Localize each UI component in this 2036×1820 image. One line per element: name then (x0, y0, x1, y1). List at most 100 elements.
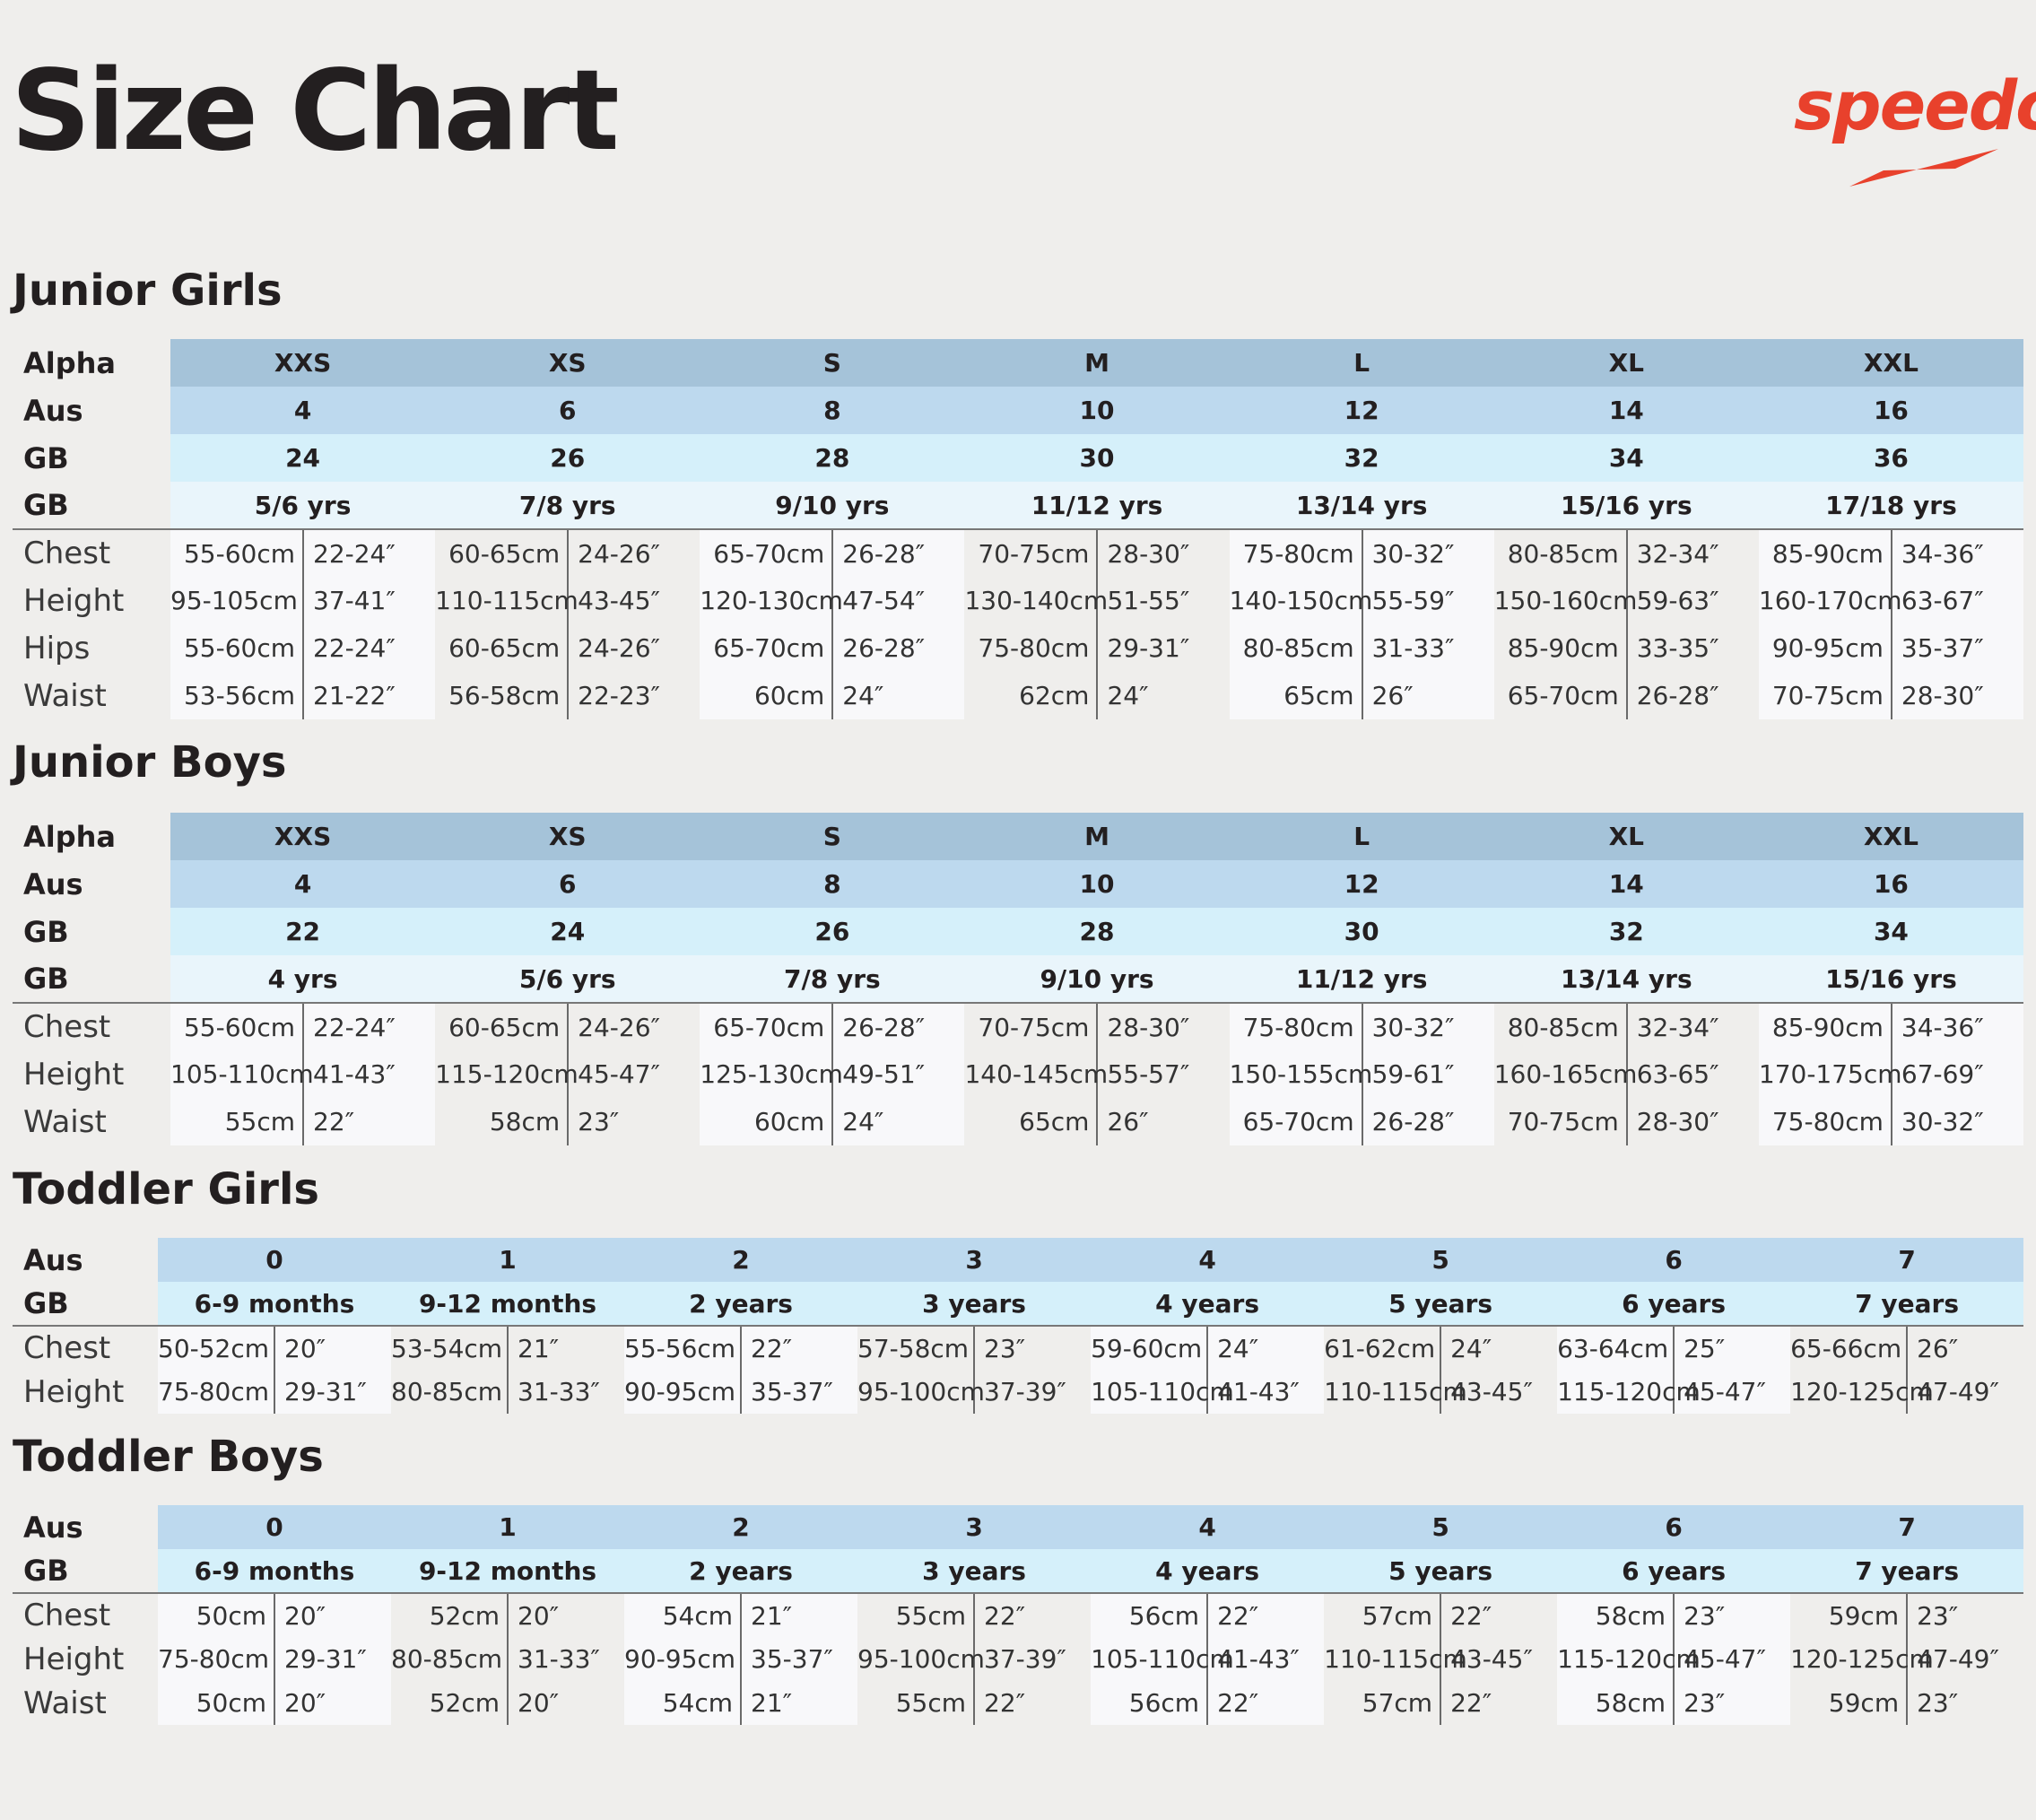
cm-value: 65-70cm (700, 529, 834, 577)
cm-value: 54cm (624, 1593, 743, 1637)
cm-value: 65-70cm (700, 624, 834, 672)
size-header-cell: XL (1493, 813, 1759, 860)
inch-value: 22″ (1207, 1593, 1325, 1637)
cm-value: 50cm (158, 1681, 275, 1725)
size-header-cell: 11/12 yrs (1229, 955, 1494, 1004)
cm-value: 55-60cm (170, 1003, 304, 1050)
size-header-cell: 10 (964, 860, 1230, 908)
measure-label: Chest (13, 1326, 158, 1370)
measure-row-height: Height 95-105cm 37-41″ 110-115cm 43-45″ 120-1… (13, 577, 2024, 624)
inch-value: 63-67″ (1891, 577, 2024, 624)
cm-value: 52cm (391, 1593, 509, 1637)
cm-value: 59-60cm (1091, 1326, 1209, 1370)
size-header-cell: 6-9 months (158, 1282, 392, 1327)
inch-value: 20″ (508, 1681, 625, 1725)
inch-value: 26-28″ (1626, 672, 1759, 719)
header-row-gb: GB 24 26 28 30 32 34 36 (13, 434, 2024, 482)
cm-value: 160-165cm (1493, 1050, 1637, 1098)
header-row-alpha: Alpha XXS XS S M L XL XXL (13, 339, 2024, 387)
measure-row-hips: Hips 55-60cm 22-24″ 60-65cm 24-26″ 65-70cm 26-… (13, 624, 2024, 672)
size-header-cell: 26 (700, 908, 965, 955)
size-header-cell: L (1229, 339, 1494, 387)
size-header-cell: XXS (170, 813, 436, 860)
cm-value: 70-75cm (1758, 672, 1892, 719)
cm-value: 57-58cm (857, 1326, 976, 1370)
inch-value: 22″ (741, 1326, 858, 1370)
row-label: GB (13, 482, 170, 530)
size-header-cell: XXL (1758, 813, 2024, 860)
cm-value: 170-175cm (1758, 1050, 1902, 1098)
size-header-cell: 7 (1790, 1238, 2024, 1282)
size-header-cell: 16 (1758, 387, 2024, 434)
cm-value: 75-80cm (1229, 529, 1363, 577)
size-header-cell: XS (435, 813, 700, 860)
cm-value: 95-100cm (857, 1370, 985, 1414)
section-title-toddler-girls: Toddler Girls (13, 1164, 319, 1215)
inch-value: 24″ (832, 672, 965, 719)
size-header-cell: 5/6 yrs (170, 482, 436, 530)
cm-value: 56-58cm (435, 672, 570, 719)
size-header-cell: 14 (1493, 860, 1759, 908)
header-row-aus: Aus 0 1 2 3 4 5 6 7 (13, 1505, 2024, 1549)
header-row-gb: GB 6-9 months 9-12 months 2 years 3 years 4 y… (13, 1549, 2024, 1594)
size-header-cell: 8 (700, 387, 965, 434)
inch-value: 22″ (1440, 1593, 1558, 1637)
cm-value: 58cm (1557, 1681, 1675, 1725)
cm-value: 90-95cm (624, 1637, 743, 1681)
size-header-cell: S (700, 339, 965, 387)
size-header-cell: 28 (964, 908, 1230, 955)
measure-label: Waist (13, 1681, 158, 1725)
row-label: GB (13, 1282, 158, 1327)
cm-value: 160-170cm (1758, 577, 1902, 624)
inch-value: 43-45″ (1440, 1637, 1558, 1681)
inch-value: 23″ (1674, 1681, 1791, 1725)
size-header-cell: 4 yrs (170, 955, 436, 1004)
inch-value: 22-24″ (303, 624, 436, 672)
header-row-gb: GB 5/6 yrs 7/8 yrs 9/10 yrs 11/12 yrs 13/14 y… (13, 482, 2024, 530)
size-header-cell: XXS (170, 339, 436, 387)
size-header-cell: 4 (170, 387, 436, 434)
inch-value: 41-43″ (1207, 1637, 1325, 1681)
size-header-cell: 2 years (624, 1549, 858, 1594)
row-label: Alpha (13, 813, 170, 860)
section-title-junior-girls: Junior Girls (13, 266, 283, 316)
size-header-cell: 34 (1493, 434, 1759, 482)
measure-row-chest: Chest 55-60cm 22-24″ 60-65cm 24-26″ 65-70cm 26… (13, 1003, 2024, 1050)
cm-value: 60-65cm (435, 624, 570, 672)
size-header-cell: 14 (1493, 387, 1759, 434)
size-header-cell: 4 (170, 860, 436, 908)
cm-value: 61-62cm (1324, 1326, 1442, 1370)
measure-label: Chest (13, 1003, 170, 1050)
inch-value: 34-36″ (1891, 1003, 2024, 1050)
size-header-cell: 6 years (1557, 1549, 1791, 1594)
cm-value: 75-80cm (964, 624, 1099, 672)
size-header-cell: 5/6 yrs (435, 955, 700, 1004)
inch-value: 30-32″ (1362, 529, 1494, 577)
size-header-cell: 4 years (1091, 1282, 1325, 1327)
inch-value: 22″ (974, 1593, 1092, 1637)
cm-value: 75-80cm (158, 1637, 275, 1681)
inch-value: 22-24″ (303, 1003, 436, 1050)
cm-value: 130-140cm (964, 577, 1108, 624)
inch-value: 45-47″ (1674, 1370, 1791, 1414)
size-header-cell: 34 (1758, 908, 2024, 955)
measure-label: Waist (13, 672, 170, 719)
inch-value: 21″ (741, 1593, 858, 1637)
cm-value: 80-85cm (1493, 529, 1628, 577)
page-title: Size Chart (11, 47, 620, 176)
measure-row-chest: Chest 55-60cm 22-24″ 60-65cm 24-26″ 65-70cm 26… (13, 529, 2024, 577)
measure-row-chest: Chest 50cm 20″ 52cm 20″ 54cm 21″ 55cm 22″ 56cm 22″… (13, 1593, 2024, 1637)
cm-value: 60-65cm (435, 1003, 570, 1050)
cm-value: 125-130cm (700, 1050, 843, 1098)
measure-row-waist: Waist 53-56cm 21-22″ 56-58cm 22-23″ 60cm 24″ 62… (13, 672, 2024, 719)
cm-value: 120-130cm (700, 577, 843, 624)
inch-value: 37-41″ (303, 577, 436, 624)
size-header-cell: 2 (624, 1505, 858, 1549)
size-header-cell: 24 (435, 908, 700, 955)
size-header-cell: 1 (391, 1238, 625, 1282)
inch-value: 37-39″ (974, 1370, 1092, 1414)
size-header-cell: 12 (1229, 387, 1494, 434)
inch-value: 47-49″ (1907, 1370, 2024, 1414)
inch-value: 26″ (1097, 1098, 1230, 1145)
cm-value: 65-66cm (1790, 1326, 1909, 1370)
